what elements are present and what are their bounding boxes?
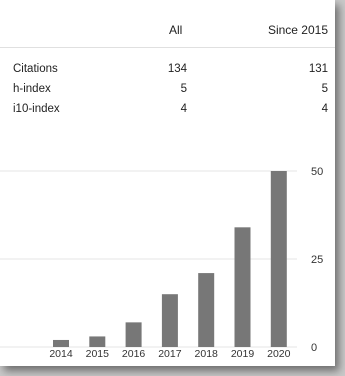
stats-row-citations: Citations 134 131 bbox=[0, 63, 335, 79]
column-header-since-2015: Since 2015 bbox=[267, 23, 328, 37]
stats-row-i10-index: i10-index 4 4 bbox=[0, 103, 335, 119]
row-label: i10-index bbox=[13, 103, 60, 115]
citations-per-year-chart: 0 25 50 2014 2015 2016 2017 2018 2019 2020 bbox=[0, 166, 323, 360]
row-value-all: 4 bbox=[180, 103, 187, 115]
row-value-all: 5 bbox=[180, 83, 187, 95]
row-label: Citations bbox=[13, 63, 58, 75]
bar-2019 bbox=[234, 227, 251, 347]
bar-2018 bbox=[198, 273, 215, 347]
x-tick-label: 2017 bbox=[158, 348, 182, 360]
header-divider bbox=[0, 47, 335, 48]
column-header-all: All bbox=[169, 23, 183, 37]
bar-2016 bbox=[125, 322, 142, 347]
row-label: h-index bbox=[13, 83, 51, 95]
stats-row-h-index: h-index 5 5 bbox=[0, 83, 335, 99]
row-value-since: 5 bbox=[321, 83, 328, 95]
x-tick-label: 2019 bbox=[231, 348, 255, 360]
bar-2020 bbox=[270, 171, 287, 347]
x-tick-label: 2016 bbox=[122, 348, 146, 360]
x-tick-label: 2014 bbox=[49, 348, 73, 360]
bar-2017 bbox=[161, 294, 178, 347]
bar-2015 bbox=[89, 336, 106, 347]
bar-2014 bbox=[53, 339, 69, 347]
y-tick-label: 25 bbox=[311, 254, 323, 266]
x-tick-label: 2020 bbox=[267, 348, 291, 360]
y-tick-label: 0 bbox=[311, 342, 317, 354]
row-value-all: 134 bbox=[167, 63, 187, 75]
row-value-since: 131 bbox=[308, 63, 328, 75]
x-tick-label: 2018 bbox=[195, 348, 219, 360]
x-tick-label: 2015 bbox=[86, 348, 110, 360]
row-value-since: 4 bbox=[321, 103, 328, 115]
y-tick-label: 50 bbox=[311, 166, 323, 178]
citations-card: All Since 2015 Citations 134 131 h-index… bbox=[0, 0, 335, 366]
